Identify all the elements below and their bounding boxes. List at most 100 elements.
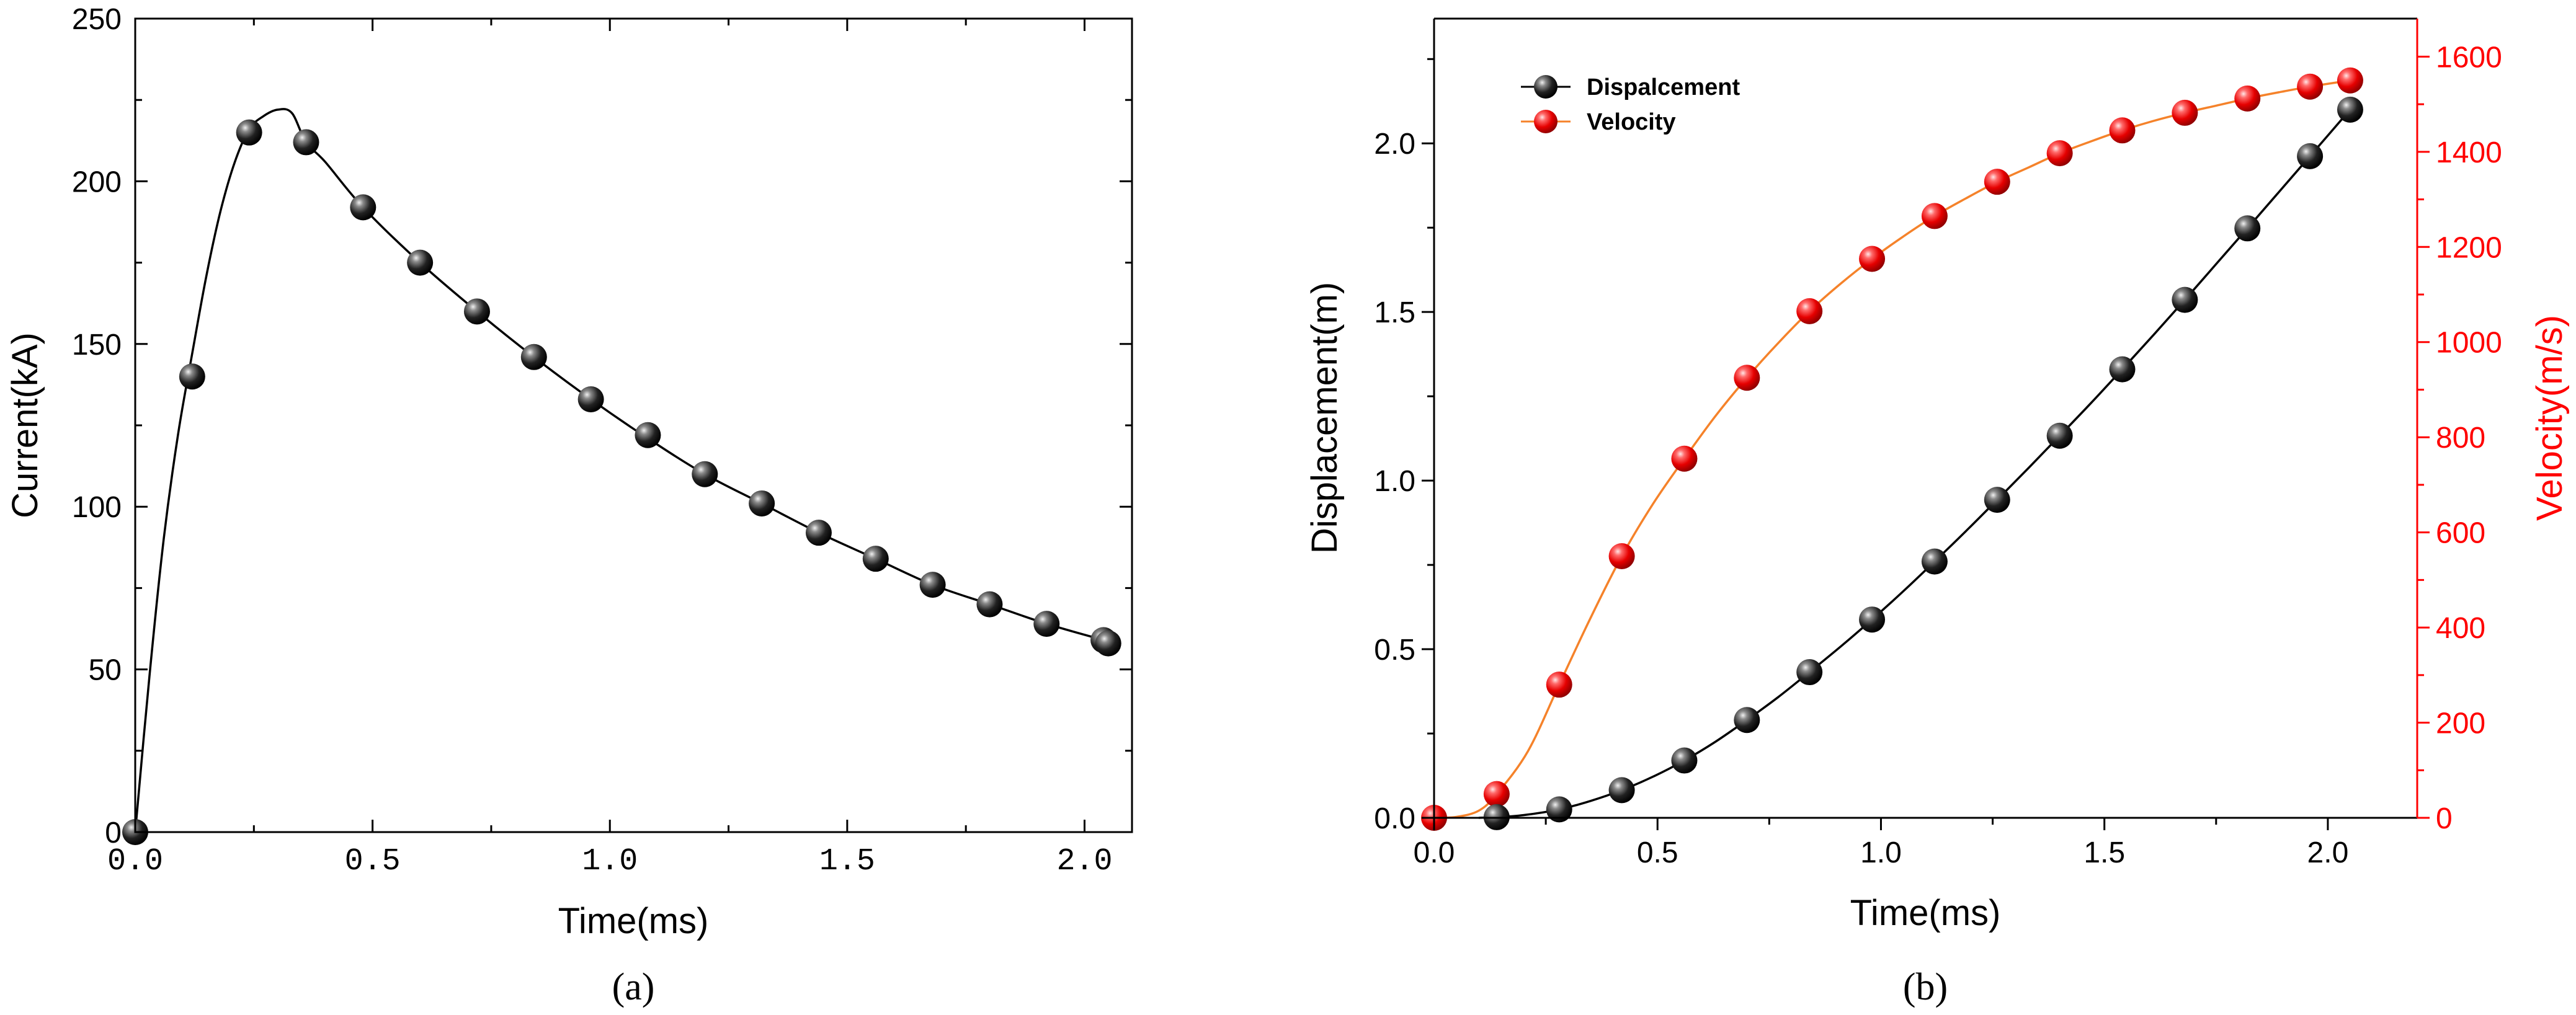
chart-b-displacement-point bbox=[1671, 747, 1698, 774]
chart-a-x-axis-title: Time(ms) bbox=[558, 901, 709, 941]
legend-marker-velocity bbox=[1534, 110, 1558, 133]
chart-b-displacement-point bbox=[1546, 796, 1572, 823]
chart-a-current-line bbox=[134, 108, 1114, 833]
chart-a-y-axis-title: Current(kA) bbox=[5, 332, 45, 518]
chart-b-y2-ticks: 0 200 400 600 800 1000 1200 1400 1600 bbox=[2417, 41, 2502, 835]
chart-a-current-point bbox=[635, 422, 661, 448]
chart-b-x-tick-label: 2.0 bbox=[2307, 836, 2349, 869]
chart-a-y-tick-label: 100 bbox=[72, 491, 122, 524]
chart-b-x-tick-label: 0.5 bbox=[1637, 836, 1678, 869]
chart-b-series bbox=[1421, 67, 2363, 831]
chart-b-x-tick-label: 1.0 bbox=[1860, 836, 1902, 869]
chart-b-y-tick-label: 1.5 bbox=[1374, 296, 1415, 329]
chart-a-current-point bbox=[179, 363, 205, 390]
chart-a-y-tick-label: 250 bbox=[72, 3, 122, 36]
chart-b-displacement-point bbox=[2234, 215, 2261, 242]
chart-a-current-point bbox=[1095, 630, 1121, 657]
chart-b-velocity-point bbox=[1734, 365, 1760, 391]
chart-b-y-tick-label: 2.0 bbox=[1374, 128, 1415, 161]
chart-b-displacement-point bbox=[2109, 356, 2136, 383]
chart-b: 0.0 0.5 1.0 1.5 2.0 0.0 0.5 1.0 1.5 2.0 0 200 400 6… bbox=[1304, 17, 2570, 1008]
chart-b-velocity-point bbox=[1984, 169, 2010, 195]
chart-b-displacement-point bbox=[2337, 96, 2363, 123]
chart-b-displacement-line bbox=[1478, 109, 2351, 819]
legend-label-velocity: Velocity bbox=[1587, 109, 1676, 135]
chart-a-current-point bbox=[463, 298, 490, 325]
chart-b-displacement-point bbox=[2046, 422, 2073, 449]
chart-a-x-ticks: 0.0 0.5 1.0 1.5 2.0 bbox=[107, 19, 1112, 879]
chart-b-displacement-point bbox=[2297, 143, 2324, 169]
chart-b-x-axis-title: Time(ms) bbox=[1850, 893, 2001, 933]
chart-a-current-point bbox=[805, 520, 832, 546]
chart-a-x-tick-label: 1.5 bbox=[819, 844, 875, 879]
chart-b-legend: Dispalcement Velocity bbox=[1521, 74, 1740, 135]
chart-b-y2-tick-label: 200 bbox=[2436, 707, 2485, 740]
chart-b-velocity-point bbox=[1859, 246, 1886, 272]
chart-b-displacement-point bbox=[1734, 707, 1760, 734]
chart-b-velocity-point bbox=[1796, 298, 1823, 324]
chart-b-caption: (b) bbox=[1903, 966, 1948, 1008]
chart-b-y2-tick-label: 400 bbox=[2436, 612, 2485, 645]
chart-b-velocity-point bbox=[1608, 543, 1635, 570]
chart-b-displacement-point bbox=[1796, 659, 1823, 686]
chart-a-current-point bbox=[577, 386, 604, 413]
chart-a-current-point bbox=[350, 194, 377, 221]
chart-b-displacement-point bbox=[1984, 487, 2010, 513]
chart-a-y-tick-label: 0 bbox=[105, 817, 122, 849]
chart-a-y-tick-label: 50 bbox=[89, 654, 122, 687]
chart-a-current-point bbox=[407, 249, 434, 276]
chart-b-y2-tick-label: 0 bbox=[2436, 802, 2453, 835]
chart-b-y-ticks: 0.0 0.5 1.0 1.5 2.0 bbox=[1374, 58, 1434, 835]
chart-a-caption: (a) bbox=[612, 966, 655, 1008]
chart-b-displacement-point bbox=[1608, 777, 1635, 804]
chart-a-current-point bbox=[976, 591, 1003, 618]
chart-b-velocity-point bbox=[1921, 203, 1948, 229]
chart-b-x-tick-label: 0.0 bbox=[1414, 836, 1455, 869]
chart-a-x-tick-label: 2.0 bbox=[1056, 844, 1112, 879]
chart-a-current-point bbox=[236, 119, 262, 146]
chart-b-y2-tick-label: 800 bbox=[2436, 422, 2485, 454]
chart-b-y2-tick-label: 1400 bbox=[2436, 136, 2502, 169]
chart-a-y-tick-label: 150 bbox=[72, 329, 122, 361]
chart-b-velocity-point bbox=[2297, 73, 2324, 100]
chart-b-y2-axis-title: Velocity(m/s) bbox=[2529, 315, 2570, 521]
chart-b-velocity-point bbox=[1546, 671, 1572, 698]
chart-a-current-point bbox=[919, 572, 946, 598]
chart-a-current-point bbox=[293, 129, 319, 156]
chart-a-current-point bbox=[692, 461, 718, 487]
chart-b-x-tick-label: 1.5 bbox=[2084, 836, 2125, 869]
chart-b-displacement-point bbox=[1921, 548, 1948, 575]
chart-b-y-axis-title: Displacement(m) bbox=[1304, 282, 1345, 554]
chart-a-current-point bbox=[1033, 611, 1060, 637]
chart-b-velocity-point bbox=[2234, 85, 2261, 112]
chart-a-current-point bbox=[749, 490, 775, 516]
chart-b-velocity-point bbox=[2046, 140, 2073, 167]
legend-label-displacement: Dispalcement bbox=[1587, 74, 1740, 100]
chart-b-velocity-line bbox=[1433, 79, 2351, 819]
chart-b-velocity-point bbox=[2172, 99, 2198, 126]
chart-b-velocity-point bbox=[2337, 67, 2363, 94]
chart-b-velocity-point bbox=[2109, 117, 2136, 144]
chart-a-series-current bbox=[122, 108, 1121, 845]
chart-b-displacement-point bbox=[1859, 606, 1886, 633]
chart-a-y-ticks: 0 50 100 150 200 250 bbox=[72, 3, 1132, 849]
chart-b-y-tick-label: 0.0 bbox=[1374, 802, 1415, 835]
chart-b-y2-tick-label: 600 bbox=[2436, 517, 2485, 550]
chart-a-current-point bbox=[520, 344, 547, 370]
chart-a-y-tick-label: 200 bbox=[72, 166, 122, 198]
chart-a-plot-frame bbox=[134, 17, 1133, 833]
chart-b-y-tick-label: 1.0 bbox=[1374, 465, 1415, 498]
chart-b-displacement-point bbox=[2172, 286, 2198, 313]
chart-a-current-point bbox=[862, 546, 889, 572]
chart-a-x-tick-label: 0.5 bbox=[345, 844, 401, 879]
chart-b-velocity-point bbox=[1671, 445, 1698, 472]
chart-a: 0.0 0.5 1.0 1.5 2.0 0 50 100 150 200 250 Time(ms)… bbox=[5, 3, 1133, 1008]
chart-b-y2-tick-label: 1000 bbox=[2436, 327, 2502, 360]
legend-marker-displacement bbox=[1534, 75, 1558, 99]
chart-a-x-tick-label: 1.0 bbox=[582, 844, 638, 879]
chart-b-x-ticks: 0.0 0.5 1.0 1.5 2.0 bbox=[1414, 818, 2349, 869]
chart-b-y-tick-label: 0.5 bbox=[1374, 634, 1415, 667]
chart-b-velocity-point bbox=[1483, 781, 1510, 807]
chart-b-y2-tick-label: 1600 bbox=[2436, 41, 2502, 74]
